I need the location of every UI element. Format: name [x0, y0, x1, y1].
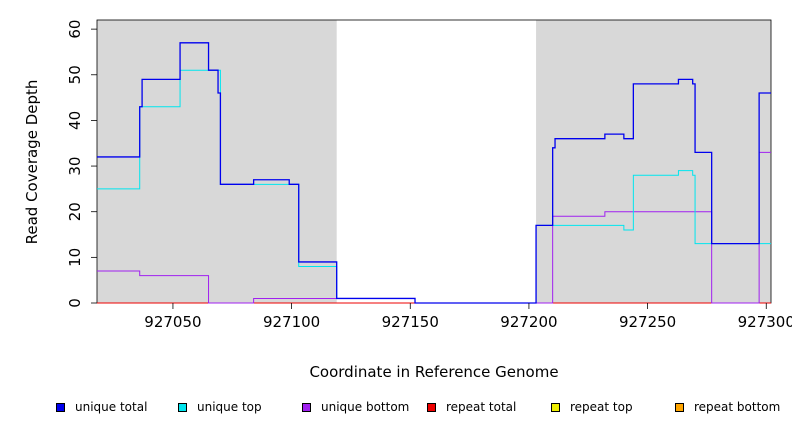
y-tick-label: 10 [66, 248, 84, 267]
legend-item: repeat bottom [675, 400, 780, 414]
y-tick-label: 20 [66, 202, 84, 221]
legend-item: unique bottom [302, 400, 409, 414]
legend-label: unique total [75, 400, 148, 414]
legend-item: repeat total [427, 400, 516, 414]
legend-label: repeat bottom [694, 400, 781, 414]
y-axis-label: Read Coverage Depth [23, 80, 41, 245]
y-tick-label: 40 [66, 111, 84, 130]
x-tick-label: 927300 [738, 313, 792, 331]
x-tick-label: 927100 [263, 313, 320, 331]
legend-label: repeat top [570, 400, 633, 414]
legend-item: unique top [178, 400, 262, 414]
shaded-region-2 [536, 20, 771, 303]
legend-swatch [178, 402, 187, 412]
x-tick-label: 927050 [144, 313, 201, 331]
legend-swatch [675, 402, 684, 412]
series-layer [97, 42, 771, 304]
series-line-unique-total [97, 42, 771, 304]
legend-item: unique total [56, 400, 147, 414]
x-tick-label: 927250 [619, 313, 676, 331]
legend-label: repeat total [446, 400, 517, 414]
legend-swatch [551, 402, 560, 412]
y-tick-label: 0 [66, 298, 84, 308]
legend-label: unique bottom [321, 400, 410, 414]
legend-item: repeat top [551, 400, 633, 414]
y-tick-label: 50 [66, 65, 84, 84]
x-axis: 927050 927100 927150 927200 927250 927300 [144, 303, 792, 331]
y-tick-label: 60 [66, 20, 84, 39]
legend-label: unique top [197, 400, 262, 414]
y-axis: 0 10 20 30 40 50 60 [66, 20, 97, 308]
x-axis-label: Coordinate in Reference Genome [309, 363, 558, 381]
legend: unique total unique top unique bottom repea… [0, 400, 792, 418]
x-tick-label: 927200 [500, 313, 557, 331]
x-tick-label: 927150 [382, 313, 439, 331]
coverage-chart: 927050 927100 927150 927200 927250 927300 0 10… [23, 20, 792, 381]
shaded-regions [97, 20, 771, 303]
y-tick-label: 30 [66, 157, 84, 176]
legend-swatch [302, 402, 311, 412]
legend-swatch [56, 402, 65, 412]
legend-swatch [427, 402, 436, 412]
shaded-region-1 [97, 20, 337, 303]
